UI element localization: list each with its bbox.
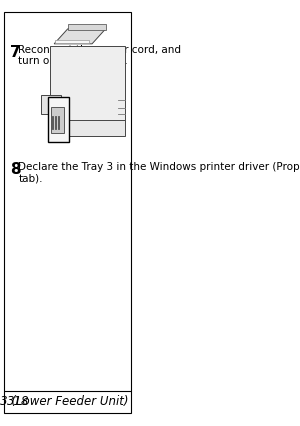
- Bar: [50, 47, 124, 121]
- Bar: [52, 117, 53, 130]
- Bar: [58, 117, 59, 130]
- Polygon shape: [54, 30, 106, 45]
- Polygon shape: [40, 96, 61, 115]
- Bar: [68, 25, 106, 31]
- Polygon shape: [56, 40, 89, 44]
- Text: Tray 3 (Lower Feeder Unit): Tray 3 (Lower Feeder Unit): [0, 394, 129, 407]
- Bar: [55, 117, 56, 130]
- Bar: [48, 98, 69, 143]
- Bar: [51, 108, 64, 133]
- Text: tab).: tab).: [18, 173, 43, 183]
- Text: Reconnect the power cord, and: Reconnect the power cord, and: [18, 45, 181, 55]
- Text: Declare the Tray 3 in the Windows printer driver (Properties/Configure: Declare the Tray 3 in the Windows printe…: [18, 162, 300, 172]
- Text: turn on the machine.: turn on the machine.: [18, 56, 128, 66]
- Text: 8: 8: [10, 162, 21, 177]
- Text: 7: 7: [10, 45, 21, 60]
- Text: 318: 318: [7, 394, 29, 407]
- Bar: [50, 121, 124, 136]
